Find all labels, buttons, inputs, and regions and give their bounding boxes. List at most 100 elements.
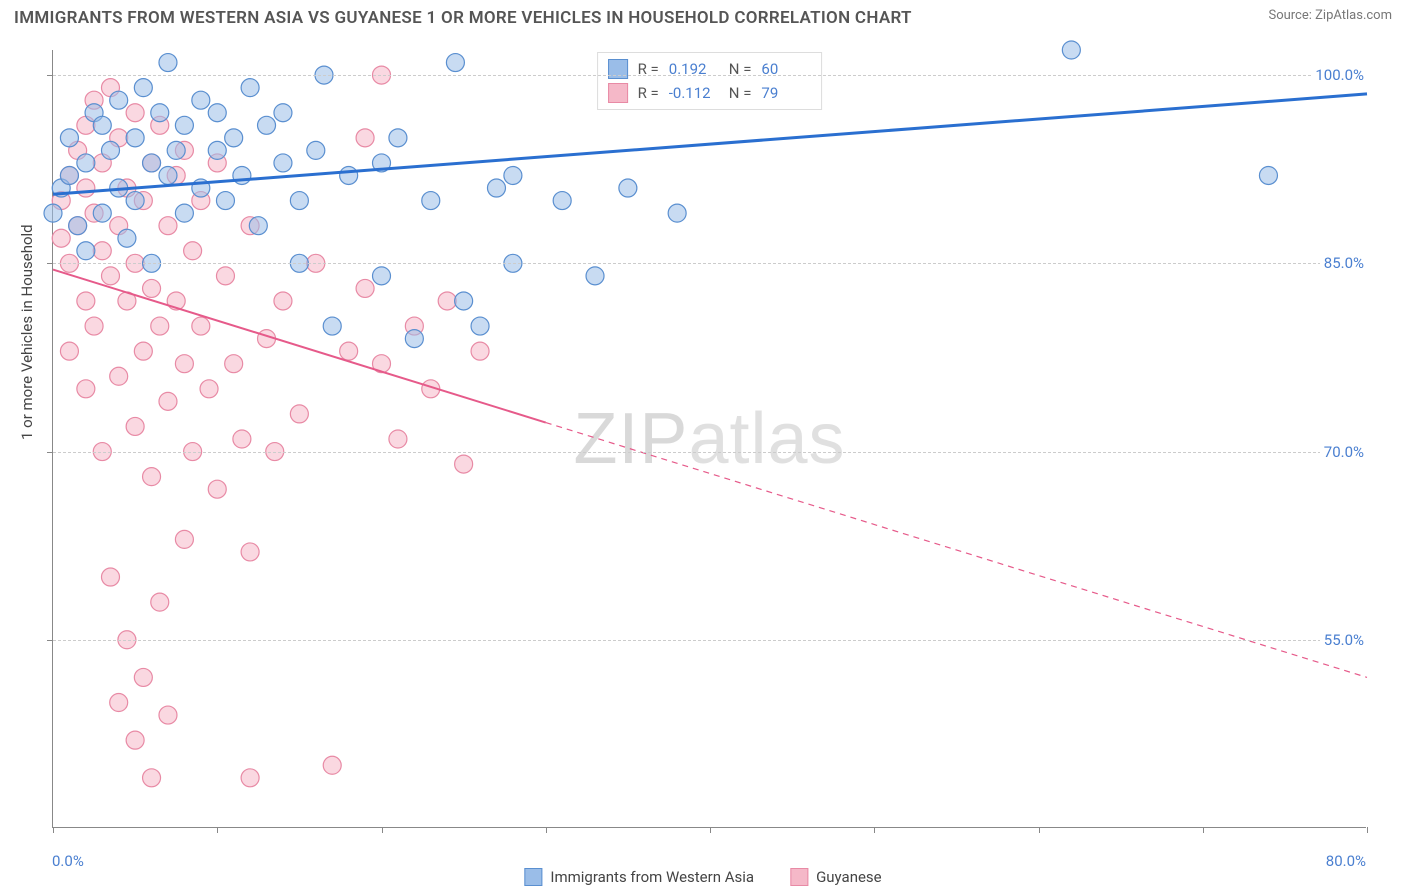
data-point [225,355,243,373]
legend-item-blue: Immigrants from Western Asia [524,868,754,886]
data-point [274,104,292,122]
data-point [274,154,292,172]
legend-label-blue: Immigrants from Western Asia [550,868,754,886]
legend-r-label: R = [638,84,659,102]
data-point [258,116,276,134]
legend-row-blue: R = 0.192 N = 60 [608,57,812,81]
gridline [53,263,1366,264]
data-point [134,342,152,360]
data-point [208,480,226,498]
data-point [93,204,111,222]
data-point [77,292,95,310]
data-point [93,116,111,134]
data-point [668,204,686,222]
data-point [1062,41,1080,59]
data-point [175,355,193,373]
data-point [159,166,177,184]
data-point [85,317,103,335]
ytick-label: 70.0% [1320,443,1368,461]
data-point [77,179,95,197]
data-point [159,217,177,235]
data-point [216,192,234,210]
data-point [143,468,161,486]
data-point [249,217,267,235]
data-point [233,430,251,448]
gridline [53,640,1366,641]
data-point [422,192,440,210]
data-point [504,166,522,184]
data-point [44,204,62,222]
data-point [175,530,193,548]
data-point [151,593,169,611]
data-point [455,455,473,473]
data-point [60,342,78,360]
data-point [151,104,169,122]
data-point [471,317,489,335]
data-point [159,706,177,724]
data-point [340,166,358,184]
data-point [175,116,193,134]
swatch-blue [524,868,542,886]
data-point [143,769,161,787]
data-point [1259,166,1277,184]
data-point [159,54,177,72]
data-point [373,267,391,285]
legend-n-label: N = [729,84,752,102]
data-point [101,267,119,285]
data-point [126,731,144,749]
data-point [438,292,456,310]
data-point [143,279,161,297]
title-bar: IMMIGRANTS FROM WESTERN ASIA VS GUYANESE… [0,0,1406,34]
ytick-label: 100.0% [1311,66,1368,84]
data-point [241,543,259,561]
data-point [356,279,374,297]
y-axis-label: 1 or more Vehicles in Household [18,224,36,440]
data-point [405,330,423,348]
data-point [225,129,243,147]
legend-swatch-pink [608,83,628,103]
data-point [69,217,87,235]
data-point [126,417,144,435]
data-point [101,141,119,159]
data-point [126,129,144,147]
data-point [118,229,136,247]
data-point [446,54,464,72]
data-point [356,129,374,147]
data-point [192,91,210,109]
data-point [323,756,341,774]
data-point [110,367,128,385]
gridline [53,75,1366,76]
data-point [101,568,119,586]
data-point [77,380,95,398]
data-point [389,430,407,448]
data-point [126,192,144,210]
data-point [200,380,218,398]
source-label: Source: ZipAtlas.com [1268,8,1392,23]
data-point [159,392,177,410]
data-point [340,342,358,360]
chart-svg [53,50,1366,827]
data-point [307,141,325,159]
data-point [52,229,70,247]
ytick-label: 55.0% [1320,631,1368,649]
data-point [323,317,341,335]
ytick-label: 85.0% [1320,254,1368,272]
legend-row-pink: R = -0.112 N = 79 [608,81,812,105]
data-point [60,166,78,184]
data-point [77,242,95,260]
data-point [586,267,604,285]
x-max-label: 80.0% [1326,852,1366,870]
data-point [110,694,128,712]
data-point [241,769,259,787]
data-point [471,342,489,360]
data-point [77,154,95,172]
swatch-pink [790,868,808,886]
data-point [290,192,308,210]
plot-area: ZIPatlas R = 0.192 N = 60 R = -0.112 N =… [52,50,1366,828]
legend-correlation: R = 0.192 N = 60 R = -0.112 N = 79 [597,52,823,110]
gridline [53,452,1366,453]
legend-label-pink: Guyanese [816,868,882,886]
trend-line [53,270,546,423]
legend-r-pink: -0.112 [669,84,719,102]
legend-item-pink: Guyanese [790,868,882,886]
